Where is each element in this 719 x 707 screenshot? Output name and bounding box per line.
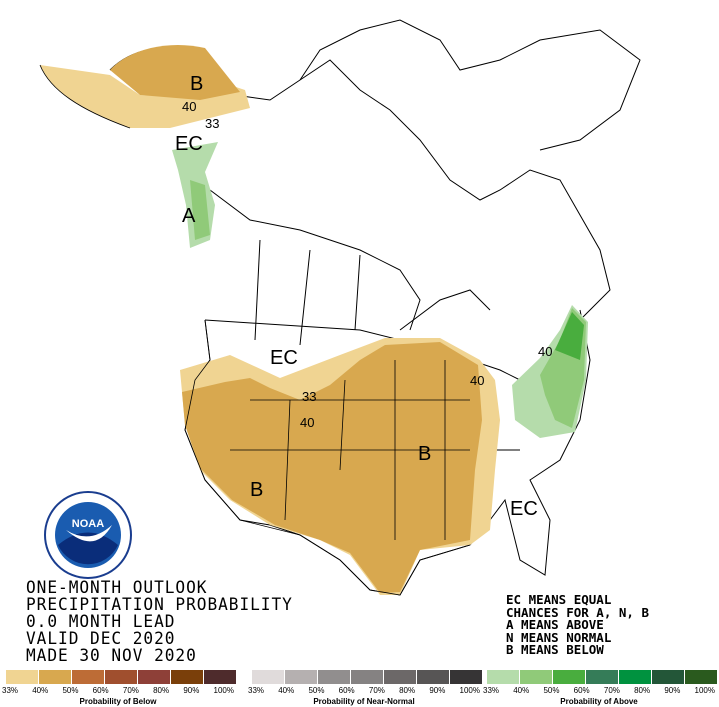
legend-ticks: 33% 40% 50% 60% 70% 80% 90% 100%	[2, 686, 234, 695]
key-line: EC MEANS EQUAL	[506, 592, 612, 607]
key-line: A MEANS ABOVE	[506, 617, 604, 632]
label-great-lakes-40: 40	[470, 373, 484, 388]
legend-ticks: 33% 40% 50% 60% 70% 80% 90% 100%	[483, 686, 715, 695]
legend-title: Probability of Above	[560, 697, 638, 706]
legend-tick-label: 40%	[32, 686, 49, 695]
legend-swatch	[450, 670, 483, 684]
label-alaska-33: 33	[205, 116, 219, 131]
legend-ticks: 33% 40% 50% 60% 70% 80% 90% 100%	[248, 686, 480, 695]
legend-tick-label: 70%	[368, 686, 385, 695]
legend-tick-label: 90%	[664, 686, 681, 695]
legend-swatch	[520, 670, 553, 684]
legend-color-bar	[487, 670, 718, 684]
noaa-logo: NOAA	[44, 491, 132, 579]
key-line: CHANCES FOR A, N, B	[506, 604, 649, 620]
key-line: N MEANS NORMAL	[506, 629, 612, 645]
legend-tick-label: 80%	[153, 686, 170, 695]
label-central-category: B	[418, 443, 431, 465]
legend-tick-label: 100%	[694, 686, 715, 695]
legend-swatch	[285, 670, 318, 684]
legend-tick-label: 50%	[543, 686, 560, 695]
legend-swatch	[384, 670, 417, 684]
legend-tick-label: 33%	[248, 686, 265, 695]
label-west-40: 40	[300, 415, 314, 430]
legend-tick-label: 70%	[122, 686, 139, 695]
legend-color-bar	[252, 670, 483, 684]
legend-tick-label: 70%	[603, 686, 620, 695]
outlook-title: ONE-MONTH OUTLOOK PRECIPITATION PROBABIL…	[26, 580, 293, 665]
legend-tick-label: 100%	[459, 686, 480, 695]
legend-swatch	[105, 670, 138, 684]
legend-swatch	[619, 670, 652, 684]
label-northeast-40: 40	[538, 344, 552, 359]
legend-title: Probability of Below	[79, 697, 157, 706]
legend-tick-label: 90%	[183, 686, 200, 695]
title-line: PRECIPITATION PROBABILITY	[26, 595, 293, 615]
category-key: EC MEANS EQUAL CHANCES FOR A, N, B A MEA…	[506, 592, 649, 657]
title-line: 0.0 MONTH LEAD	[26, 612, 176, 632]
legend-swatch	[553, 670, 586, 684]
legend-tick-label: 40%	[278, 686, 295, 695]
label-alaska-category: B	[190, 73, 203, 95]
label-west-33: 33	[302, 389, 316, 404]
legend-swatch	[252, 670, 285, 684]
title-line: MADE 30 NOV 2020	[26, 646, 197, 666]
legend-tick-label: 100%	[213, 686, 234, 695]
legend-tick-label: 90%	[429, 686, 446, 695]
legend-tick-label: 60%	[573, 686, 590, 695]
legend-swatch	[138, 670, 171, 684]
legend-tick-label: 50%	[62, 686, 79, 695]
legend-color-bar	[6, 670, 237, 684]
legend-swatch	[487, 670, 520, 684]
west-below-40-area	[182, 342, 482, 593]
legend-tick-label: 33%	[2, 686, 19, 695]
legend-tick-label: 80%	[634, 686, 651, 695]
legend-swatch	[652, 670, 685, 684]
title-line: VALID DEC 2020	[26, 629, 176, 649]
alaska-below-33-area	[40, 65, 250, 128]
alaska-below-40-area	[110, 44, 240, 100]
legend-swatch	[6, 670, 39, 684]
label-nw-ec: EC	[175, 133, 203, 155]
northeast-above-50-area	[555, 312, 584, 360]
state-lines	[39, 64, 471, 596]
label-sw-category: B	[250, 479, 263, 501]
legend-tick-label: 80%	[399, 686, 416, 695]
legend-swatch	[72, 670, 105, 684]
legend-tick-label: 33%	[483, 686, 500, 695]
legend-tick-label: 50%	[308, 686, 325, 695]
legend-title: Probability of Near-Normal	[313, 697, 415, 706]
legend-swatch	[204, 670, 237, 684]
legend-swatch	[318, 670, 351, 684]
label-nw-category: A	[182, 205, 196, 227]
legend-tick-label: 40%	[513, 686, 530, 695]
legend-swatch	[171, 670, 204, 684]
legend-tick-label: 60%	[92, 686, 109, 695]
northwest-above-40-area	[190, 180, 210, 240]
label-north-ec: EC	[270, 347, 298, 369]
label-alaska-40: 40	[182, 99, 196, 114]
legend-swatch	[351, 670, 384, 684]
key-line: B MEANS BELOW	[506, 642, 604, 657]
legend-swatch	[586, 670, 619, 684]
legend-swatch	[417, 670, 450, 684]
label-southeast-ec: EC	[510, 498, 538, 520]
legend-swatch	[39, 670, 72, 684]
legend-swatch	[685, 670, 718, 684]
title-line: ONE-MONTH OUTLOOK	[26, 578, 208, 598]
noaa-logo-text: NOAA	[72, 518, 104, 530]
legend-tick-label: 60%	[338, 686, 355, 695]
